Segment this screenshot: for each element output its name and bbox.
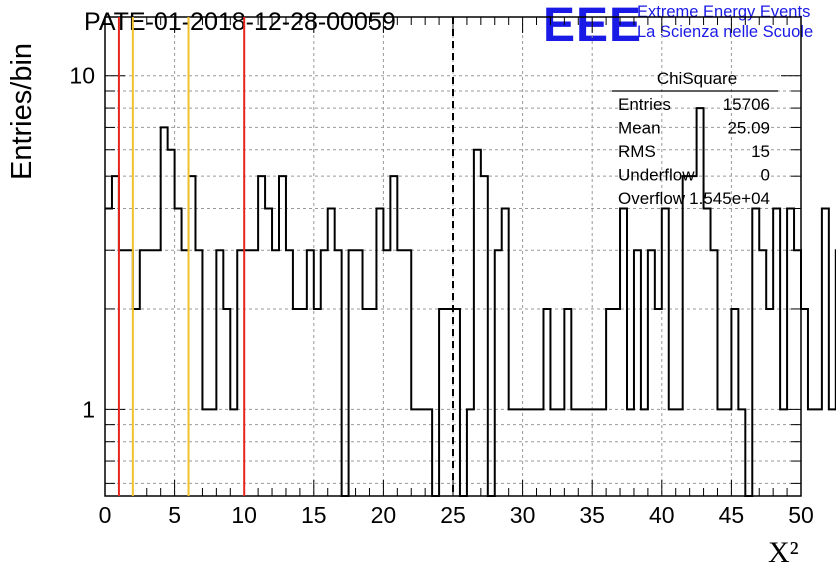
- stats-row-value: 1.545e+04: [689, 189, 770, 208]
- stats-row-value: 15: [751, 142, 770, 161]
- stats-row-value: 25.09: [727, 119, 770, 138]
- x-tick-label: 0: [99, 502, 112, 528]
- x-tick-label: 45: [719, 502, 745, 528]
- stats-row-label: Overflow: [618, 189, 686, 208]
- stats-box-title: ChiSquare: [657, 69, 737, 88]
- x-tick-label: 15: [301, 502, 327, 528]
- stats-row-label: Entries: [618, 95, 671, 114]
- stats-row-value: 0: [761, 166, 770, 185]
- x-tick-label: 10: [231, 502, 257, 528]
- y-tick-label: 1: [82, 396, 95, 422]
- stats-row-label: RMS: [618, 142, 656, 161]
- x-tick-label: 25: [440, 502, 466, 528]
- stats-row-label: Underflow: [618, 166, 695, 185]
- histogram-series-line: [105, 107, 836, 497]
- stats-row-value: 15706: [723, 95, 770, 114]
- x-tick-label: 5: [168, 502, 181, 528]
- y-tick-label: 10: [69, 63, 95, 89]
- x-axis-label: X²: [768, 536, 799, 569]
- stats-row-label: Mean: [618, 119, 661, 138]
- x-tick-label: 30: [510, 502, 536, 528]
- x-tick-label: 20: [371, 502, 397, 528]
- x-tick-label: 50: [788, 502, 814, 528]
- x-tick-label: 40: [649, 502, 675, 528]
- logo-text-line2: La Scienza nelle Scuole: [637, 23, 814, 41]
- x-tick-label: 35: [579, 502, 605, 528]
- chart-title: PATE-01-2018-12-28-00059: [84, 8, 396, 36]
